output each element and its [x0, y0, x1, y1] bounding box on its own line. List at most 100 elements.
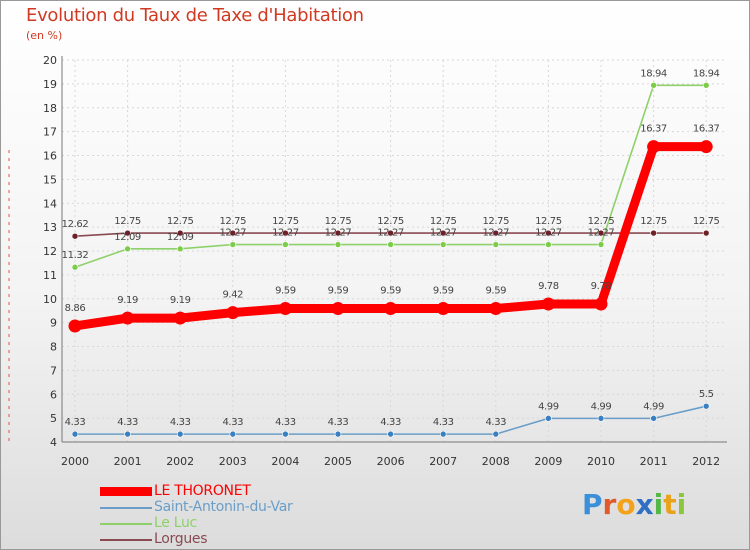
- data-label-le-thoronet: 9.59: [380, 286, 401, 297]
- data-label-lorgues: 12.75: [167, 216, 194, 227]
- data-label-le-thoronet: 9.59: [485, 286, 506, 297]
- data-point-le-luc: [229, 241, 237, 248]
- x-tick-label: 2005: [324, 455, 352, 468]
- data-label-le-luc: 12.27: [377, 228, 404, 239]
- data-label-lorgues: 12.75: [640, 216, 667, 227]
- data-label-lorgues: 12.75: [325, 216, 352, 227]
- data-point-lorgues: [545, 229, 552, 237]
- y-tick-label: 6: [50, 388, 57, 401]
- data-label-lorgues: 12.75: [114, 216, 141, 227]
- y-tick-label: 11: [43, 269, 57, 282]
- data-label-le-luc: 12.27: [430, 228, 457, 239]
- series: [68, 82, 713, 438]
- data-label-saint-antonin-du-var: 4.33: [222, 417, 243, 428]
- data-label-lorgues: 12.62: [62, 219, 89, 230]
- data-point-saint-antonin-du-var: [124, 430, 131, 438]
- data-label-le-thoronet: 9.59: [433, 286, 454, 297]
- y-tick-label: 12: [43, 245, 57, 258]
- data-point-le-thoronet: [594, 297, 608, 311]
- legend-label: LE THORONET: [154, 483, 251, 499]
- data-label-le-thoronet: 8.86: [65, 303, 86, 314]
- x-tick-label: 2003: [219, 455, 247, 468]
- data-point-le-luc: [492, 241, 500, 248]
- data-point-saint-antonin-du-var: [229, 430, 237, 438]
- x-tick-label: 2010: [587, 455, 615, 468]
- data-label-le-thoronet: 9.78: [538, 281, 559, 292]
- legend-label: Le Luc: [154, 515, 197, 531]
- y-tick-label: 10: [43, 293, 57, 306]
- legend-swatch: [100, 523, 152, 525]
- data-label-saint-antonin-du-var: 4.99: [643, 401, 664, 412]
- y-tick-label: 9: [50, 317, 57, 330]
- data-point-saint-antonin-du-var: [439, 430, 447, 438]
- data-point-le-thoronet: [699, 140, 713, 154]
- data-label-saint-antonin-du-var: 4.33: [485, 417, 506, 428]
- data-label-lorgues: 12.75: [219, 216, 246, 227]
- data-label-lorgues: 12.75: [430, 216, 457, 227]
- x-tick-label: 2012: [692, 455, 720, 468]
- data-point-saint-antonin-du-var: [176, 430, 184, 438]
- data-point-lorgues: [71, 232, 79, 240]
- data-point-le-thoronet: [541, 297, 555, 311]
- grid: [62, 59, 727, 442]
- unit-label: (en %): [26, 29, 63, 42]
- data-label-le-thoronet: 9.59: [328, 286, 349, 297]
- data-point-saint-antonin-du-var: [282, 430, 289, 438]
- data-point-le-thoronet: [489, 302, 503, 316]
- data-label-lorgues: 12.75: [482, 216, 509, 227]
- legend-swatch: [100, 539, 152, 541]
- data-point-le-luc: [439, 241, 447, 248]
- y-tick-label: 20: [43, 54, 57, 67]
- x-tick-label: 2002: [166, 455, 194, 468]
- data-label-le-luc: 11.32: [62, 250, 89, 261]
- data-point-le-luc: [124, 245, 131, 253]
- data-label-le-luc: 12.09: [114, 232, 141, 243]
- x-tick-label: 2006: [377, 455, 405, 468]
- data-label-le-thoronet: 9.19: [170, 295, 191, 306]
- x-tick-label: 2008: [482, 455, 510, 468]
- data-label-le-luc: 18.94: [693, 68, 720, 79]
- data-label-le-luc: 12.27: [272, 228, 299, 239]
- data-point-lorgues: [492, 229, 500, 237]
- y-tick-label: 7: [50, 364, 57, 377]
- data-point-saint-antonin-du-var: [597, 415, 605, 422]
- data-point-lorgues: [124, 229, 131, 237]
- x-tick-label: 2001: [114, 455, 142, 468]
- x-tick-label: 2004: [271, 455, 299, 468]
- x-tick-label: 2000: [61, 455, 89, 468]
- data-label-saint-antonin-du-var: 4.33: [275, 417, 296, 428]
- y-tick-label: 19: [43, 78, 57, 91]
- data-point-le-thoronet: [68, 319, 82, 333]
- legend-swatch: [100, 487, 152, 496]
- data-label-lorgues: 12.75: [693, 216, 720, 227]
- data-label-saint-antonin-du-var: 4.33: [328, 417, 349, 428]
- data-label-le-luc: 12.27: [588, 228, 615, 239]
- y-tick-label: 18: [43, 102, 57, 115]
- data-label-le-luc: 18.94: [640, 68, 667, 79]
- data-label-le-thoronet: 9.78: [591, 281, 612, 292]
- data-point-le-thoronet: [278, 302, 292, 316]
- data-label-lorgues: 12.75: [272, 216, 299, 227]
- data-label-le-luc: 12.27: [325, 228, 352, 239]
- data-point-lorgues: [387, 229, 394, 237]
- y-tick-label: 17: [43, 126, 57, 139]
- data-point-lorgues: [282, 229, 289, 237]
- data-point-le-thoronet: [173, 311, 187, 325]
- data-label-le-thoronet: 9.42: [222, 290, 243, 301]
- x-tick-label: 2009: [534, 455, 562, 468]
- y-tick-label: 8: [50, 341, 57, 354]
- data-point-lorgues: [439, 229, 447, 237]
- data-label-lorgues: 12.75: [588, 216, 615, 227]
- data-label-le-thoronet: 9.19: [117, 295, 138, 306]
- data-point-saint-antonin-du-var: [702, 402, 710, 410]
- y-tick-label: 16: [43, 150, 57, 163]
- legend-label: Saint-Antonin-du-Var: [154, 499, 293, 515]
- data-label-le-luc: 12.09: [167, 232, 194, 243]
- x-tick-label: 2011: [640, 455, 668, 468]
- data-label-le-luc: 12.27: [482, 228, 509, 239]
- data-point-le-luc: [545, 241, 552, 248]
- data-label-saint-antonin-du-var: 4.33: [117, 417, 138, 428]
- chart-title: Evolution du Taux de Taxe d'Habitation: [26, 5, 364, 26]
